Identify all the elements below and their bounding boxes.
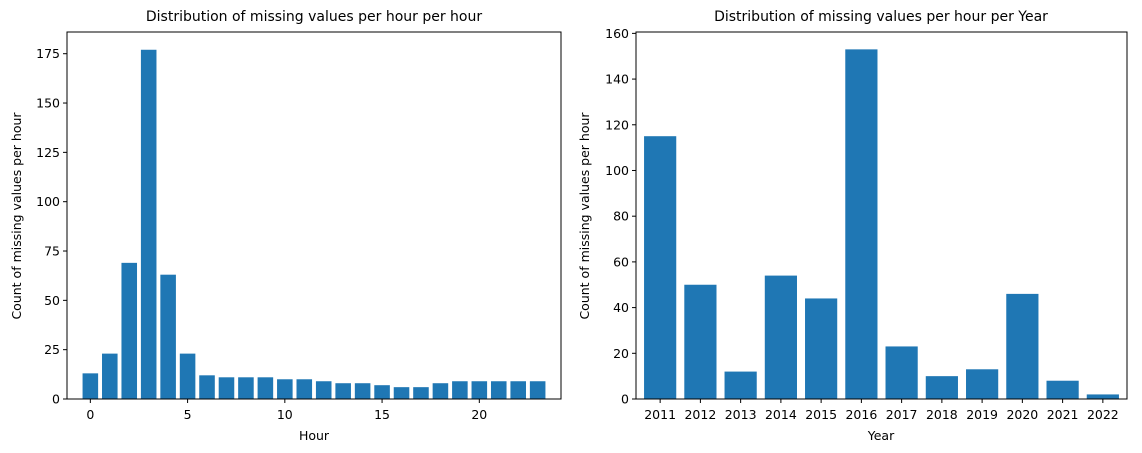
hour-chart-bar [179, 353, 196, 399]
year-chart-ytick-label: 60 [613, 254, 629, 269]
hour-chart-bar [510, 381, 526, 399]
hour-chart-ytick-label: 100 [36, 194, 60, 209]
year-chart-panel: Distribution of missing values per hour … [577, 9, 1128, 443]
year-chart-bar [1006, 293, 1039, 399]
year-chart-bar [925, 376, 958, 399]
year-chart-ytick-label: 100 [605, 163, 629, 178]
hour-chart-panel: Distribution of missing values per hour … [9, 9, 562, 443]
hour-chart-xticks: 0 5 10 15 20 [86, 399, 487, 422]
year-chart-ytick-label: 120 [605, 117, 629, 132]
year-chart-frame [635, 31, 1128, 400]
hour-chart-bar [218, 377, 235, 399]
year-chart-xtick-label: 2021 [1047, 407, 1079, 422]
hour-chart-bar [471, 381, 488, 399]
hour-chart-bar [432, 383, 449, 399]
hour-chart-bar [238, 377, 254, 399]
hour-chart-xtick-label: 10 [277, 407, 293, 422]
hour-chart-ylabel: Count of missing values per hour [9, 112, 24, 320]
year-chart-bars [644, 49, 1119, 400]
hour-chart-yticks: 0 25 50 75 100 125 150 175 [36, 46, 67, 407]
year-chart-ytick-label: 160 [605, 26, 629, 41]
hour-chart-frame [66, 31, 562, 400]
year-chart-xtick-label: 2017 [886, 407, 918, 422]
year-chart-ytick-label: 20 [613, 346, 629, 361]
hour-chart-bar [277, 379, 293, 399]
year-chart-xlabel: Year [867, 428, 895, 443]
year-chart-xtick-label: 2014 [765, 407, 797, 422]
year-chart-bar [764, 275, 797, 399]
year-chart-xtick-label: 2016 [845, 407, 877, 422]
hour-chart-bar [315, 381, 332, 399]
hour-chart-xtick-label: 20 [471, 407, 487, 422]
hour-chart-ytick-label: 0 [52, 392, 60, 407]
hour-chart-bar [82, 373, 99, 399]
year-chart-ytick-label: 80 [613, 209, 629, 224]
year-chart-xtick-label: 2018 [926, 407, 958, 422]
hour-chart-xtick-label: 0 [86, 407, 94, 422]
year-chart-bar [805, 298, 838, 399]
hour-chart-bar [354, 383, 371, 399]
hour-chart-ytick-label: 75 [44, 244, 60, 259]
hour-chart-xlabel: Hour [299, 428, 330, 443]
hour-chart-bar [393, 387, 410, 399]
year-chart-bar [885, 346, 918, 399]
hour-chart-ytick-label: 125 [36, 145, 60, 160]
year-chart-bar [684, 284, 717, 399]
hour-chart-ytick-label: 25 [44, 342, 60, 357]
year-chart-xtick-label: 2012 [684, 407, 716, 422]
hour-chart-bar [490, 381, 507, 399]
year-chart-xticks: 2011 2012 2013 2014 2015 2016 2017 2018 2019 2020… [644, 399, 1119, 422]
hour-chart-bar [452, 381, 468, 399]
year-chart-xtick-label: 2015 [805, 407, 837, 422]
hour-chart-bar [102, 353, 118, 399]
hour-chart-ytick-label: 150 [36, 96, 60, 111]
hour-chart-bar [296, 379, 313, 399]
hour-chart-bar [529, 381, 546, 399]
year-chart-ytick-label: 140 [605, 72, 629, 87]
hour-chart-bar [140, 49, 157, 399]
hour-chart-bar [121, 262, 138, 399]
year-chart-bar [644, 136, 677, 399]
year-chart-title: Distribution of missing values per hour … [714, 9, 1048, 25]
year-chart-bar [724, 371, 757, 399]
hour-chart-bar [374, 385, 390, 399]
year-chart-ylabel: Count of missing values per hour [577, 112, 592, 320]
year-chart-xtick-label: 2011 [644, 407, 676, 422]
hour-chart-xtick-label: 15 [374, 407, 390, 422]
year-chart-bar [1086, 394, 1119, 399]
year-chart-bar [845, 49, 878, 400]
year-chart-yticks: 0 20 40 60 80 100 120 140 160 [605, 26, 636, 407]
hour-chart-title: Distribution of missing values per hour … [146, 9, 483, 25]
year-chart-xtick-label: 2022 [1087, 407, 1119, 422]
hour-chart-bar [257, 377, 274, 399]
year-chart-ytick-label: 40 [613, 300, 629, 315]
year-chart-xtick-label: 2020 [1006, 407, 1038, 422]
hour-chart-xtick-label: 5 [184, 407, 192, 422]
year-chart-ytick-label: 0 [621, 392, 629, 407]
year-chart-xtick-label: 2019 [966, 407, 998, 422]
hour-chart-bars [82, 49, 546, 399]
year-chart-bar [1046, 380, 1079, 399]
hour-chart-bar [199, 375, 215, 399]
hour-chart-ytick-label: 50 [44, 293, 60, 308]
hour-chart-ytick-label: 175 [36, 46, 60, 61]
hour-chart-bar [160, 274, 176, 399]
hour-chart-bar [335, 383, 351, 399]
year-chart-xtick-label: 2013 [725, 407, 757, 422]
year-chart-bar [966, 369, 999, 399]
hour-chart-bar [413, 387, 429, 399]
